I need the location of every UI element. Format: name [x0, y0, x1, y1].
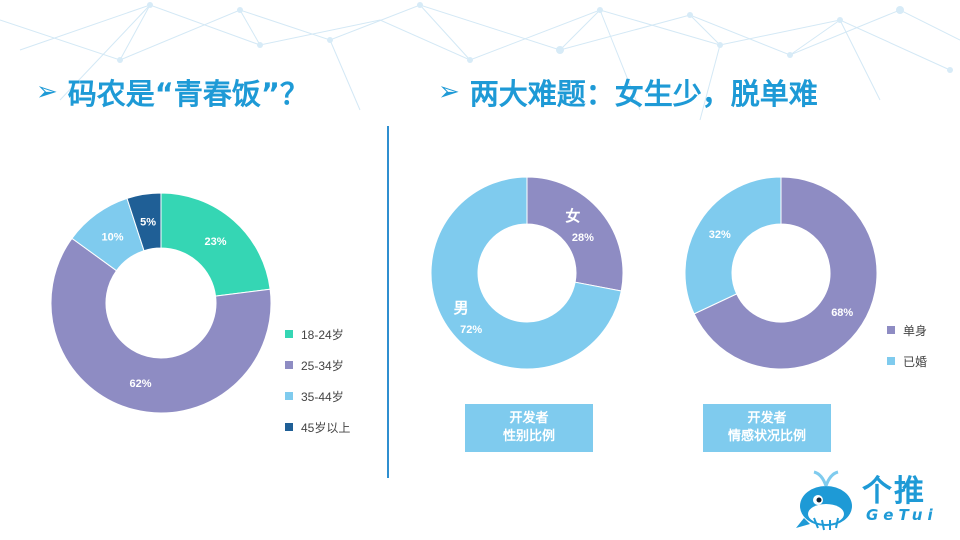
section-title-left-text: 码农是“青春饭”？	[67, 77, 309, 111]
section-title-left: ➢ 码农是“青春饭”？	[36, 72, 309, 112]
donut-1-category-label-0: 女	[565, 207, 580, 225]
vertical-divider	[387, 126, 389, 478]
donut-2-data-label-0: 68%	[831, 307, 853, 319]
arrow-bullet-icon: ➢	[36, 77, 58, 107]
donut-0-slice-0	[160, 192, 271, 297]
age-legend-swatch	[285, 392, 293, 400]
marital-legend: 单身 已婚	[887, 320, 927, 382]
marital-legend-swatch	[887, 326, 895, 334]
getui-logo: 个推 GeTui	[792, 462, 952, 534]
logo-text-en: GeTui	[866, 506, 938, 524]
donut-0-slice-1	[50, 237, 272, 414]
gender-caption-line1: 开发者	[509, 411, 549, 426]
gender-caption: 开发者 性别比例	[465, 404, 593, 452]
age-legend-item: 25-34岁	[285, 355, 350, 375]
donut-0-data-label-1: 62%	[129, 378, 151, 390]
donut-0-slice-3	[126, 192, 162, 252]
marital-legend-label: 已婚	[903, 354, 928, 369]
age-legend-item: 18-24岁	[285, 324, 350, 344]
age-legend-label: 35-44岁	[301, 389, 344, 404]
age-legend-item: 35-44岁	[285, 386, 350, 406]
donut-1-category-label-1: 男	[454, 299, 469, 317]
section-title-right-text: 两大难题：女生少，脱单难	[469, 77, 818, 111]
age-legend-swatch	[285, 330, 293, 338]
network-background	[0, 2, 960, 121]
marital-legend-item: 已婚	[887, 351, 927, 371]
donut-1-slice-1	[430, 176, 622, 370]
marital-caption-line2: 情感状况比例	[727, 429, 806, 444]
marital-caption-line1: 开发者	[747, 411, 787, 426]
donut-2-slice-1	[684, 176, 782, 315]
donut-2-slice-0	[693, 176, 878, 370]
donut-1-data-label-1: 72%	[460, 324, 482, 336]
age-legend-item: 45岁以上	[285, 417, 350, 437]
marital-caption: 开发者 情感状况比例	[703, 404, 831, 452]
age-legend-swatch	[285, 361, 293, 369]
donut-2-data-label-1: 32%	[709, 229, 731, 241]
donut-1-slice-0	[526, 176, 624, 292]
donut-0-data-label-3: 5%	[140, 217, 156, 229]
whale-mascot-icon	[796, 470, 852, 531]
marital-legend-swatch	[887, 357, 895, 365]
logo-text-cn: 个推	[862, 474, 926, 509]
age-legend-label: 25-34岁	[301, 358, 344, 373]
age-legend-label: 45岁以上	[301, 420, 351, 435]
age-legend: 18-24岁 25-34岁 35-44岁 45岁以上	[285, 324, 350, 448]
marital-legend-item: 单身	[887, 320, 927, 340]
donut-0-data-label-0: 23%	[205, 236, 227, 248]
gender-caption-line2: 性别比例	[502, 429, 555, 444]
donut-0-data-label-2: 10%	[101, 231, 123, 243]
arrow-bullet-icon: ➢	[438, 77, 460, 107]
age-legend-label: 18-24岁	[301, 327, 344, 342]
marital-legend-label: 单身	[903, 323, 928, 338]
donut-1-data-label-0: 28%	[572, 232, 594, 244]
section-title-right: ➢ 两大难题：女生少，脱单难	[438, 72, 818, 112]
age-legend-swatch	[285, 423, 293, 431]
